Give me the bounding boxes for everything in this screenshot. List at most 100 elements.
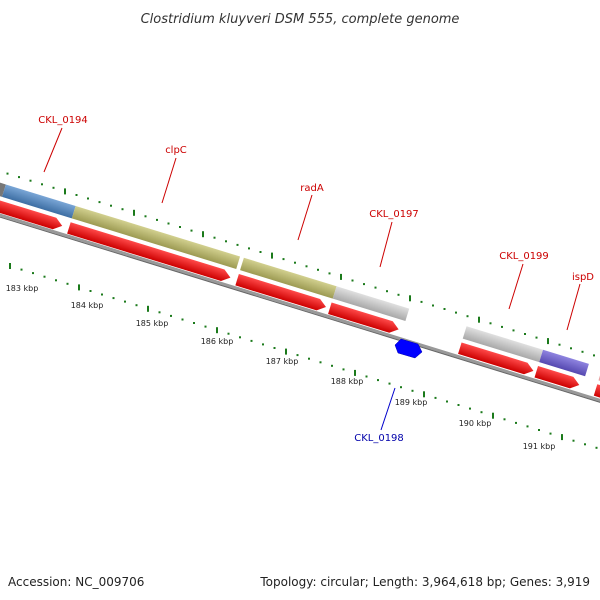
gc-minor-tick <box>581 350 584 353</box>
callout-ckl-0198 <box>380 387 396 431</box>
gc-minor-tick <box>515 421 517 424</box>
gc-major-tick <box>478 316 480 323</box>
kbp-label: 183 kbp <box>6 284 39 293</box>
gc-minor-tick <box>193 322 195 324</box>
gc-minor-tick <box>342 368 345 371</box>
gc-minor-tick <box>377 379 379 382</box>
gc-minor-tick <box>524 333 526 335</box>
callout-rada <box>297 194 313 241</box>
gc-minor-tick <box>558 343 561 346</box>
gc-minor-tick <box>526 425 529 428</box>
gc-major-tick <box>409 295 411 302</box>
gc-major-tick <box>285 348 287 355</box>
gene-label-ckl-0198: CKL_0198 <box>354 433 404 444</box>
gc-minor-tick <box>170 314 172 317</box>
gc-major-tick <box>202 231 204 238</box>
cds-track <box>0 193 600 411</box>
kbp-label: 185 kbp <box>136 319 169 328</box>
genome-summary: Topology: circular; Length: 3,964,618 bp… <box>259 575 590 589</box>
gc-minor-tick <box>213 236 216 239</box>
gc-minor-tick <box>480 411 483 414</box>
gc-major-tick <box>9 263 11 269</box>
gc-minor-tick <box>469 407 471 410</box>
gene-label-rada: radA <box>300 183 324 194</box>
cog-block-ckl-0197 <box>332 286 410 321</box>
gc-minor-tick <box>570 347 572 350</box>
gene-label-ckl-0199: CKL_0199 <box>499 251 549 262</box>
gc-major-tick <box>423 391 425 398</box>
gc-minor-tick <box>538 429 540 431</box>
gc-minor-tick <box>89 290 92 292</box>
gc-minor-tick <box>282 258 285 261</box>
gc-minor-tick <box>227 332 230 335</box>
gc-minor-tick <box>29 179 32 182</box>
gc-minor-tick <box>55 279 57 282</box>
kbp-label: 189 kbp <box>395 398 428 407</box>
gc-major-tick <box>78 284 80 291</box>
gc-minor-tick <box>351 279 354 282</box>
gc-major-tick <box>492 412 494 419</box>
gc-minor-tick <box>443 308 446 310</box>
gene-label-ckl-0194: CKL_0194 <box>38 115 88 126</box>
callout-ckl-0199 <box>508 263 524 310</box>
kbp-label: 191 kbp <box>523 442 556 451</box>
gc-minor-tick <box>328 272 331 275</box>
cog-feature-track <box>0 177 600 393</box>
cog-block-ckl-0194 <box>2 184 76 219</box>
gc-minor-tick <box>41 183 43 186</box>
cds-arrow-ckl-0194 <box>0 193 63 230</box>
gc-minor-tick <box>593 354 595 357</box>
gc-minor-tick <box>432 304 434 307</box>
gc-minor-tick <box>397 293 400 296</box>
gc-minor-tick <box>236 243 239 246</box>
gc-minor-tick <box>549 432 552 435</box>
callout-clpc <box>161 157 177 204</box>
gc-minor-tick <box>466 315 469 318</box>
kbp-label: 188 kbp <box>331 377 364 386</box>
cog-block-rada <box>240 257 337 299</box>
gc-minor-tick <box>20 268 23 271</box>
gc-minor-tick <box>308 357 310 360</box>
gc-minor-tick <box>101 293 103 296</box>
gc-minor-tick <box>455 311 457 314</box>
callout-ckl-0194 <box>43 127 63 173</box>
gc-major-tick <box>561 434 563 441</box>
cog-block-clpc <box>71 205 241 269</box>
gene-label-ckl-0197: CKL_0197 <box>369 209 419 220</box>
gc-minor-tick <box>156 218 158 221</box>
gc-minor-tick <box>363 283 365 286</box>
gene-callouts <box>43 127 581 431</box>
gc-minor-tick <box>305 265 308 268</box>
gc-minor-tick <box>420 300 423 303</box>
gc-minor-tick <box>112 297 115 300</box>
gc-minor-tick <box>75 194 78 196</box>
kbp-label: 186 kbp <box>201 337 234 346</box>
gc-minor-tick <box>52 186 55 189</box>
kbp-label: 184 kbp <box>71 301 104 310</box>
genome-backbone-edge <box>0 216 600 403</box>
gc-minor-tick <box>512 329 515 332</box>
gc-major-tick <box>133 209 135 216</box>
cds-arrow-ckl-0198 <box>394 338 423 359</box>
gc-minor-tick <box>181 318 184 321</box>
cog-block-ckl-0199 <box>462 326 544 363</box>
cds-arrow-ckl-0197 <box>328 302 399 333</box>
gc-minor-tick <box>317 268 319 271</box>
gc-minor-tick <box>121 208 124 211</box>
gc-minor-tick <box>319 361 322 364</box>
gc-minor-tick <box>374 286 377 289</box>
kbp-label: 190 kbp <box>459 419 492 428</box>
gc-minor-tick <box>239 336 241 339</box>
gc-minor-tick <box>43 275 46 278</box>
gc-minor-tick <box>365 375 368 378</box>
genome-backbone <box>0 213 600 402</box>
gene-label-clpc: clpC <box>165 145 187 156</box>
gc-minor-tick <box>190 229 193 232</box>
map-title: Clostridium kluyveri DSM 555, complete g… <box>141 12 460 27</box>
gc-minor-tick <box>6 172 9 175</box>
gc-minor-tick <box>411 389 414 392</box>
gc-major-tick <box>147 305 149 312</box>
gc-minor-tick <box>296 354 299 357</box>
gc-minor-tick <box>535 336 538 339</box>
